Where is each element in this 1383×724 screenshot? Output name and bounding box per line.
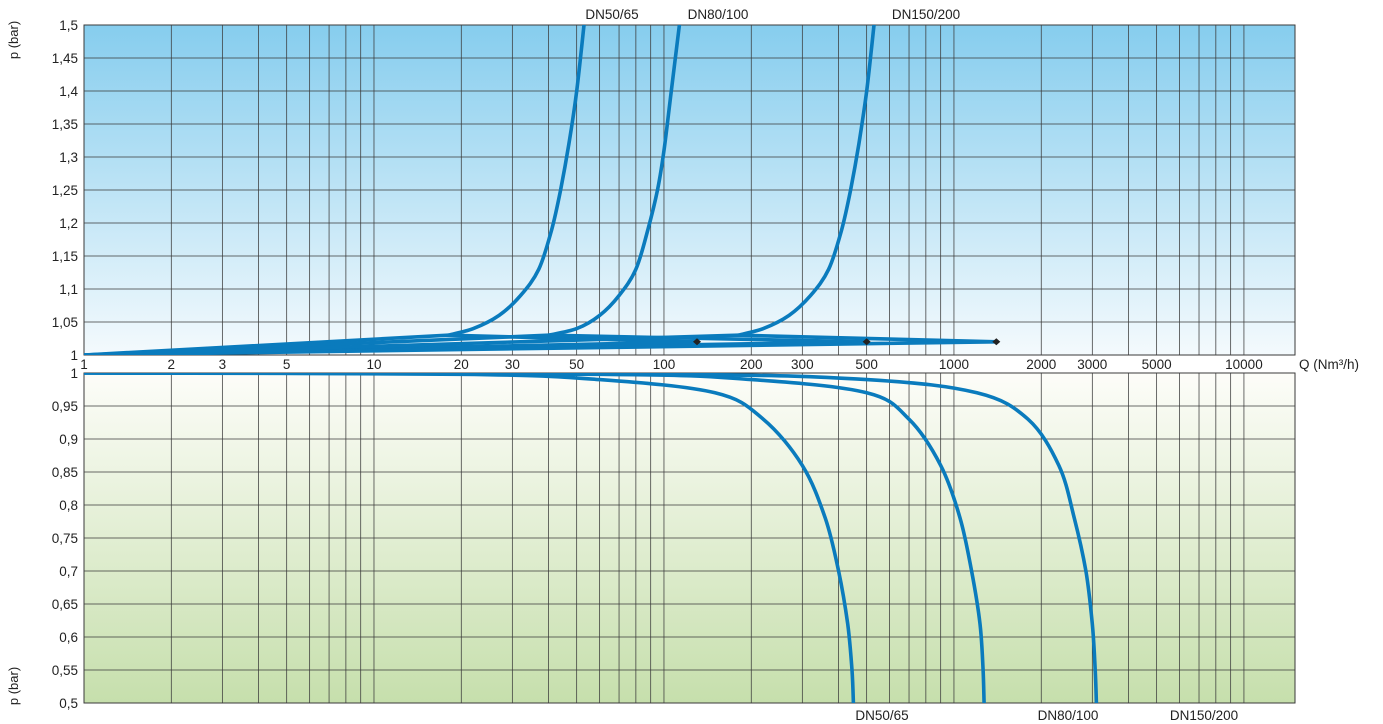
upper-grid bbox=[83, 24, 1296, 356]
upper-y-tick-label: 1,3 bbox=[59, 150, 78, 165]
lower-curves bbox=[84, 373, 1099, 703]
upper-curve-branch-1 bbox=[546, 25, 682, 337]
upper-y-axis-title: p (bar) bbox=[6, 21, 21, 59]
x-tick-label: 3 bbox=[219, 357, 227, 372]
upper-curve-end-marker-0 bbox=[693, 338, 702, 346]
axis-ticks: 1 2 3 5 10 20 30 50 100 200 300 500 1000 2000 3000 5000… bbox=[52, 18, 1263, 711]
upper-y-tick-label: 1,25 bbox=[52, 183, 78, 198]
lower-label-dn50-65: DN50/65 bbox=[855, 708, 908, 723]
upper-label-dn80-100: DN80/100 bbox=[688, 7, 749, 22]
x-tick-label: 300 bbox=[791, 357, 814, 372]
upper-y-tick-label: 1,4 bbox=[59, 84, 78, 99]
upper-y-tick-label: 1,1 bbox=[59, 282, 78, 297]
lower-y-tick-label: 0,6 bbox=[59, 630, 78, 645]
x-tick-label: 1 bbox=[80, 357, 88, 372]
upper-y-tick-label: 1,05 bbox=[52, 315, 78, 330]
x-tick-label: 5000 bbox=[1142, 357, 1172, 372]
lower-y-tick-label: 0,65 bbox=[52, 597, 78, 612]
upper-y-tick-label: 1,45 bbox=[52, 51, 78, 66]
lower-y-tick-label: 0,55 bbox=[52, 663, 78, 678]
upper-plot-frame bbox=[83, 24, 1296, 356]
lower-label-dn80-100: DN80/100 bbox=[1038, 708, 1099, 723]
x-tick-label: 50 bbox=[569, 357, 584, 372]
upper-end-markers bbox=[693, 338, 1001, 346]
upper-y-tick-label: 1,2 bbox=[59, 216, 78, 231]
lower-y-tick-label: 0,75 bbox=[52, 531, 78, 546]
lower-y-tick-label: 0,9 bbox=[59, 432, 78, 447]
x-tick-label: 5 bbox=[283, 357, 291, 372]
upper-label-dn150-200: DN150/200 bbox=[892, 7, 960, 22]
lower-label-dn150-200: DN150/200 bbox=[1170, 708, 1238, 723]
lower-y-tick-label: 1 bbox=[70, 366, 78, 381]
x-tick-label: 3000 bbox=[1077, 357, 1107, 372]
upper-curves bbox=[84, 25, 997, 355]
x-tick-label: 100 bbox=[653, 357, 676, 372]
upper-curve-base-2 bbox=[84, 333, 997, 355]
lower-y-tick-label: 0,8 bbox=[59, 498, 78, 513]
x-axis-title: Q (Nm³/h) bbox=[1299, 357, 1359, 372]
upper-curve-end-marker-1 bbox=[862, 338, 871, 346]
x-tick-label: 2 bbox=[168, 357, 176, 372]
x-tick-label: 10 bbox=[366, 357, 381, 372]
upper-curve-end-marker-2 bbox=[992, 338, 1001, 346]
lower-y-axis-title: p (bar) bbox=[6, 667, 21, 705]
lower-y-tick-label: 0,7 bbox=[59, 564, 78, 579]
lower-y-tick-label: 0,85 bbox=[52, 465, 78, 480]
x-tick-label: 10000 bbox=[1225, 357, 1263, 372]
x-tick-label: 200 bbox=[740, 357, 763, 372]
upper-y-tick-label: 1,35 bbox=[52, 117, 78, 132]
x-tick-label: 2000 bbox=[1026, 357, 1056, 372]
x-tick-label: 20 bbox=[454, 357, 469, 372]
upper-y-tick-label: 1,5 bbox=[59, 18, 78, 33]
upper-curve-branch-0 bbox=[446, 25, 586, 337]
x-tick-label: 500 bbox=[855, 357, 878, 372]
x-tick-label: 1000 bbox=[939, 357, 969, 372]
x-tick-label: 30 bbox=[505, 357, 520, 372]
upper-label-dn50-65: DN50/65 bbox=[585, 7, 638, 22]
upper-y-tick-label: 1 bbox=[70, 348, 78, 363]
lower-y-tick-label: 0,5 bbox=[59, 696, 78, 711]
upper-y-tick-label: 1,15 bbox=[52, 249, 78, 264]
lower-curve-2 bbox=[84, 373, 1099, 703]
lower-y-tick-label: 0,95 bbox=[52, 399, 78, 414]
upper-curve-branch-2 bbox=[736, 25, 876, 337]
